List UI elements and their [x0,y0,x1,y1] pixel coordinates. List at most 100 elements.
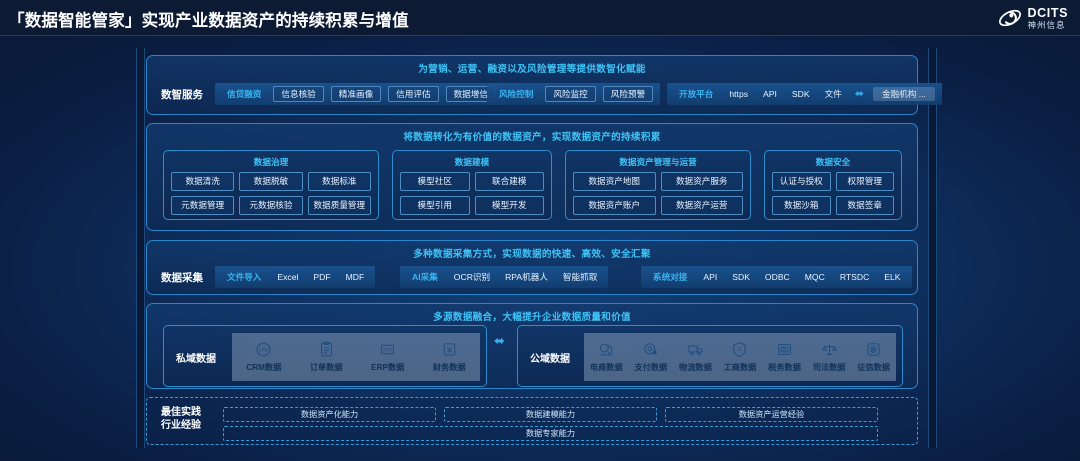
pill-risk-monitoring[interactable]: 风险监控 [545,86,596,102]
best-practice-label-line2: 行业经验 [161,420,201,431]
page-title: 「数据智能管家」实现产业数据资产的持续积累与增值 [8,12,409,30]
chip-model-community[interactable]: 模型社区 [400,172,470,191]
card-data-modeling: 数据建模 模型社区 联合建模 模型引用 模型开发 [392,150,552,220]
pill-api-integration[interactable]: API [703,271,718,282]
chip-joint-modeling[interactable]: 联合建模 [474,172,544,191]
dashbox-asset-capability[interactable]: 数据资产化能力 [223,407,436,422]
bidirectional-arrow-icon: ⬌ [854,87,864,100]
svg-text:工: 工 [737,347,742,353]
chip-data-masking[interactable]: 数据脱敏 [239,172,303,191]
chip-data-sandbox[interactable]: 数据沙箱 [772,196,831,215]
pill-risk-alert[interactable]: 风险预警 [602,86,654,102]
svg-text:CRM: CRM [259,347,269,352]
tax-icon: 税 [777,344,792,355]
tile-order-data[interactable]: 订单数据 [310,341,343,373]
chip-model-development[interactable]: 模型开发 [474,196,544,215]
pill-elk[interactable]: ELK [884,271,901,282]
card-grid-asset-management: 数据资产地图 数据资产服务 数据资产账户 数据资产运营 [573,172,743,215]
pill-smart-capture[interactable]: 智能抓取 [562,271,598,282]
tile-label-logistics-data: 物流数据 [679,363,712,372]
pill-sdk-integration[interactable]: SDK [732,271,750,282]
chip-asset-service[interactable]: 数据资产服务 [660,172,743,191]
pill-mdf[interactable]: MDF [345,271,365,282]
chip-asset-map[interactable]: 数据资产地图 [573,172,656,191]
private-domain-label: 私域数据 [176,354,216,365]
pill-odbc[interactable]: ODBC [764,271,790,282]
card-asset-management: 数据资产管理与运营 数据资产地图 数据资产服务 数据资产账户 数据资产运营 [565,150,751,220]
chip-data-standard[interactable]: 数据标准 [307,172,371,191]
box-public-domain: 公域数据 电商数据 支付数据 [517,325,903,387]
chip-metadata-verification[interactable]: 元数据核验 [239,196,303,215]
tile-label-credit-data: 征信数据 [857,363,891,372]
pillgroup-credit-financing: 信贷融资 信息核验 精准画像 信用评估 数据增信 [215,83,503,105]
clipboard-icon [320,341,332,357]
chip-metadata-management[interactable]: 元数据管理 [171,196,235,215]
tile-justice-data[interactable]: 司法数据 [812,341,846,373]
tile-business-data[interactable]: 工 工商数据 [724,341,756,373]
pill-rpa-robot[interactable]: RPA机器人 [505,271,548,282]
card-title-data-modeling: 数据建模 [454,157,490,167]
left-rail [136,48,145,448]
chip-auth-and-authorization[interactable]: 认证与授权 [772,172,831,191]
pill-ocr-recognition[interactable]: OCR识别 [453,271,491,282]
chip-model-reference[interactable]: 模型引用 [400,196,470,215]
chip-data-signature[interactable]: 数据签章 [835,196,894,215]
pill-api[interactable]: API [763,88,777,99]
card-title-asset-management: 数据资产管理与运营 [619,157,697,167]
justice-scale-icon [821,344,837,355]
tile-label-crm-data: CRM数据 [246,363,282,372]
pill-rtsdc[interactable]: RTSDC [839,271,870,282]
pill-precise-profiling[interactable]: 精准画像 [330,86,382,102]
business-shield-icon: 工 [733,342,747,358]
logo-cn-text: 神州信息 [1027,20,1066,30]
tile-label-ecommerce-data: 电商数据 [589,363,623,372]
pill-https[interactable]: https [729,88,749,99]
dashbox-data-expert-capability[interactable]: 数据专家能力 [223,426,878,441]
box-private-domain: 私域数据 CRM CRM数据 订单数据 ERP [163,325,487,387]
pill-sdk[interactable]: SDK [791,88,810,99]
chip-data-cleaning[interactable]: 数据清洗 [171,172,235,191]
svg-text:税: 税 [783,347,787,352]
best-practice-label-line1: 最佳实践 [161,407,201,418]
section-best-practice: 最佳实践 行业经验 数据资产化能力 数据建模能力 数据资产运营经验 数据专家能力 [146,397,918,445]
chip-asset-operation[interactable]: 数据资产运营 [660,196,743,215]
tile-finance-data[interactable]: 财务数据 [433,341,466,373]
section-data-collection: 多种数据采集方式，实现数据的快速、高效、安全汇聚 数据采集 文件导入 Excel… [146,240,918,295]
card-data-governance: 数据治理 数据清洗 数据脱敏 数据标准 元数据管理 元数据核验 数据质量管理 [163,150,379,220]
tile-erp-data[interactable]: ERP ERP数据 [371,341,404,373]
right-rail [928,48,937,448]
fusion-bidirectional-arrow-icon: ⬌ [494,333,505,348]
dashbox-modeling-capability[interactable]: 数据建模能力 [444,407,657,422]
erp-box-icon: ERP [381,344,395,355]
pill-file[interactable]: 文件 [824,88,842,99]
pill-credit-evaluation[interactable]: 信用评估 [388,86,439,102]
chip-permission-management[interactable]: 权限管理 [835,172,894,191]
dashbox-asset-operation-experience[interactable]: 数据资产运营经验 [665,407,878,422]
tile-label-justice-data: 司法数据 [812,363,846,372]
tile-logistics-data[interactable]: 物流数据 [679,341,712,373]
pill-mqc[interactable]: MQC [804,271,825,282]
tile-ecommerce-data[interactable]: 电商数据 [590,341,623,373]
tile-credit-data[interactable]: 征信数据 [857,341,890,373]
card-grid-data-modeling: 模型社区 联合建模 模型引用 模型开发 [400,172,544,215]
public-domain-tiles: 电商数据 支付数据 物流数据 [584,333,896,381]
pill-info-verification[interactable]: 信息核验 [273,86,324,102]
tile-label-finance-data: 财务数据 [432,363,466,372]
svg-text:ERP: ERP [383,347,392,352]
tile-payment-data[interactable]: 支付数据 [634,341,667,373]
pill-pdf[interactable]: PDF [313,271,331,282]
pill-financial-institutions[interactable]: 金融机构 ... [872,86,935,102]
chip-asset-account[interactable]: 数据资产账户 [573,196,656,215]
pill-excel[interactable]: Excel [277,271,299,282]
card-title-data-governance: 数据治理 [253,157,289,167]
tile-tax-data[interactable]: 税 税务数据 [768,341,801,373]
best-practice-label: 最佳实践 行业经验 [161,406,201,432]
pillgroup-head-open-platform: 开放平台 [679,89,714,99]
tile-crm-data[interactable]: CRM CRM数据 [246,341,281,373]
private-domain-tiles: CRM CRM数据 订单数据 ERP ERP数据 [232,333,480,381]
brand-logo: DCITS 神州信息 [997,5,1069,31]
chip-data-quality-management[interactable]: 数据质量管理 [307,196,371,215]
page-header: 「数据智能管家」实现产业数据资产的持续积累与增值 DCITS 神州信息 [0,0,1080,36]
pillgroup-risk-control: 风险控制 风险监控 风险预警 [487,83,661,105]
pillgroup-head-file-import: 文件导入 [227,272,262,282]
